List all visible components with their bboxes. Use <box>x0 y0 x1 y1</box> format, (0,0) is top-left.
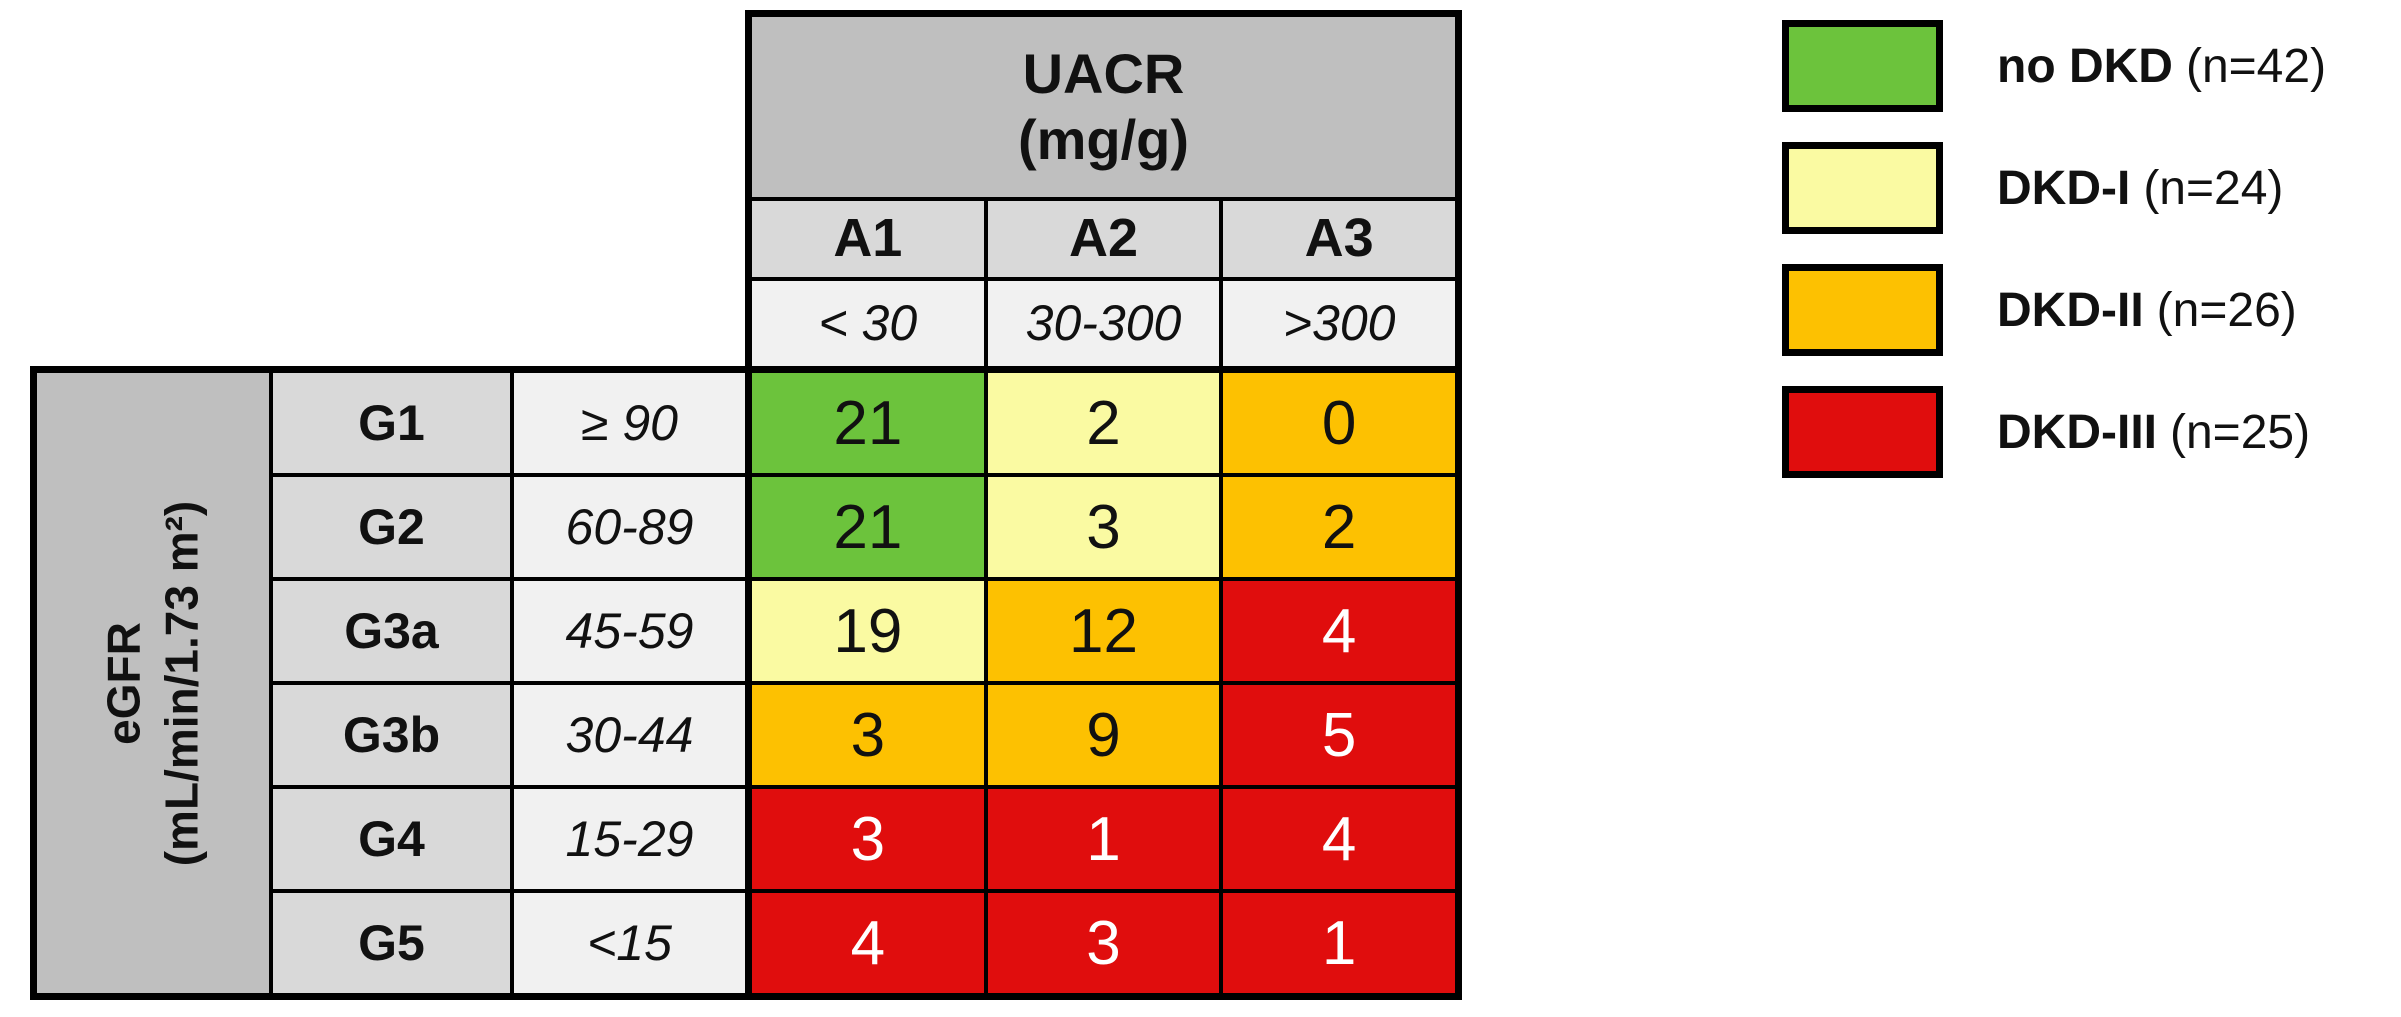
row-range-g3b: 30-44 <box>514 685 745 785</box>
cell-g3a-a3: 4 <box>1223 581 1455 681</box>
legend-swatch-dkd-2 <box>1782 264 1943 356</box>
cell-value: 19 <box>752 581 984 681</box>
egfr-title: eGFR <box>97 621 150 745</box>
cell-g3b-a3: 5 <box>1223 685 1455 785</box>
row-range-g1: ≥ 90 <box>514 373 745 473</box>
legend-label: DKD-III <box>1997 405 2157 459</box>
row-header-g3a: G3a <box>273 581 510 681</box>
legend-swatch-fill <box>1789 149 1936 227</box>
col-header-a1: A1 <box>752 201 984 277</box>
row-header-g1: G1 <box>273 373 510 473</box>
cell-value: 21 <box>752 477 984 577</box>
row-header-g5: G5 <box>273 893 510 993</box>
cell-value: 21 <box>752 373 984 473</box>
legend-swatch-fill <box>1789 27 1936 105</box>
uacr-title: UACR <box>1022 41 1185 105</box>
legend-item-dkd-2: DKD-II (n=26) <box>1782 264 2326 356</box>
cell-g2-a2: 3 <box>987 477 1220 577</box>
cell-g4-a2: 1 <box>987 789 1220 889</box>
cell-g2-a3: 2 <box>1223 477 1455 577</box>
row-header-g2: G2 <box>273 477 510 577</box>
col-header-a3: A3 <box>1223 201 1455 277</box>
cell-value: 2 <box>987 373 1220 473</box>
legend-count: (n=42) <box>2185 39 2327 93</box>
legend-count: (n=26) <box>2156 283 2297 337</box>
egfr-row-group-header: eGFR (mL/min/1.73 m²) <box>37 373 269 993</box>
cell-value: 3 <box>752 789 984 889</box>
cell-value: 4 <box>752 893 984 993</box>
cell-value: 12 <box>987 581 1220 681</box>
uacr-column-group-header: UACR (mg/g) <box>752 17 1455 197</box>
row-header-g4: G4 <box>273 789 510 889</box>
legend-swatch-dkd-1 <box>1782 142 1943 234</box>
uacr-unit: (mg/g) <box>1017 108 1190 171</box>
cell-value: 4 <box>1223 581 1455 681</box>
egfr-rotated-label: eGFR (mL/min/1.73 m²) <box>96 500 211 866</box>
cell-g5-a2: 3 <box>987 893 1220 993</box>
col-range-a1: < 30 <box>752 281 984 366</box>
cell-value: 0 <box>1223 373 1455 473</box>
row-range-g2: 60-89 <box>514 477 745 577</box>
cell-value: 1 <box>1223 893 1455 993</box>
cell-g1-a3: 0 <box>1223 373 1455 473</box>
legend-swatch-fill <box>1789 393 1936 471</box>
col-range-a3: >300 <box>1223 281 1455 366</box>
col-header-a2: A2 <box>987 201 1220 277</box>
cell-g4-a1: 3 <box>752 789 984 889</box>
cell-value: 3 <box>987 477 1220 577</box>
cell-value: 3 <box>987 893 1220 993</box>
cell-g5-a1: 4 <box>752 893 984 993</box>
legend-item-no-dkd: no DKD (n=42) <box>1782 20 2326 112</box>
cell-g3a-a1: 19 <box>752 581 984 681</box>
data-matrix: 21 2 0 21 3 2 19 12 4 3 9 5 3 1 4 4 3 1 <box>745 366 1462 1000</box>
legend-label: DKD-I <box>1997 161 2131 215</box>
legend-swatch-no-dkd <box>1782 20 1943 112</box>
legend-item-dkd-1: DKD-I (n=24) <box>1782 142 2326 234</box>
cell-g2-a1: 21 <box>752 477 984 577</box>
cell-value: 4 <box>1223 789 1455 889</box>
egfr-unit: (mL/min/1.73 m²) <box>155 500 208 866</box>
legend-swatch-dkd-3 <box>1782 386 1943 478</box>
row-range-g4: 15-29 <box>514 789 745 889</box>
legend-count: (n=25) <box>2169 405 2311 459</box>
legend-label: DKD-II <box>1997 283 2144 337</box>
cell-value: 5 <box>1223 685 1455 785</box>
cell-g3b-a1: 3 <box>752 685 984 785</box>
legend: no DKD (n=42) DKD-I (n=24) DKD-II (n=26) DK… <box>1782 20 2326 478</box>
row-header-g3b: G3b <box>273 685 510 785</box>
egfr-header-block: eGFR (mL/min/1.73 m²) G1 ≥ 90 G2 60-89 G… <box>30 366 752 1000</box>
legend-swatch-fill <box>1789 271 1936 349</box>
row-range-g5: <15 <box>514 893 745 993</box>
cell-g4-a3: 4 <box>1223 789 1455 889</box>
uacr-header-block: UACR (mg/g) A1 A2 A3 < 30 30-300 >300 <box>745 10 1462 373</box>
row-range-g3a: 45-59 <box>514 581 745 681</box>
cell-g5-a3: 1 <box>1223 893 1455 993</box>
cell-value: 2 <box>1223 477 1455 577</box>
cell-g1-a1: 21 <box>752 373 984 473</box>
legend-count: (n=24) <box>2143 161 2284 215</box>
cell-g3a-a2: 12 <box>987 581 1220 681</box>
legend-item-dkd-3: DKD-III (n=25) <box>1782 386 2326 478</box>
cell-g1-a2: 2 <box>987 373 1220 473</box>
col-range-a2: 30-300 <box>987 281 1220 366</box>
cell-value: 9 <box>987 685 1220 785</box>
cell-value: 1 <box>987 789 1220 889</box>
cell-g3b-a2: 9 <box>987 685 1220 785</box>
legend-label: no DKD <box>1997 39 2173 93</box>
cell-value: 3 <box>752 685 984 785</box>
